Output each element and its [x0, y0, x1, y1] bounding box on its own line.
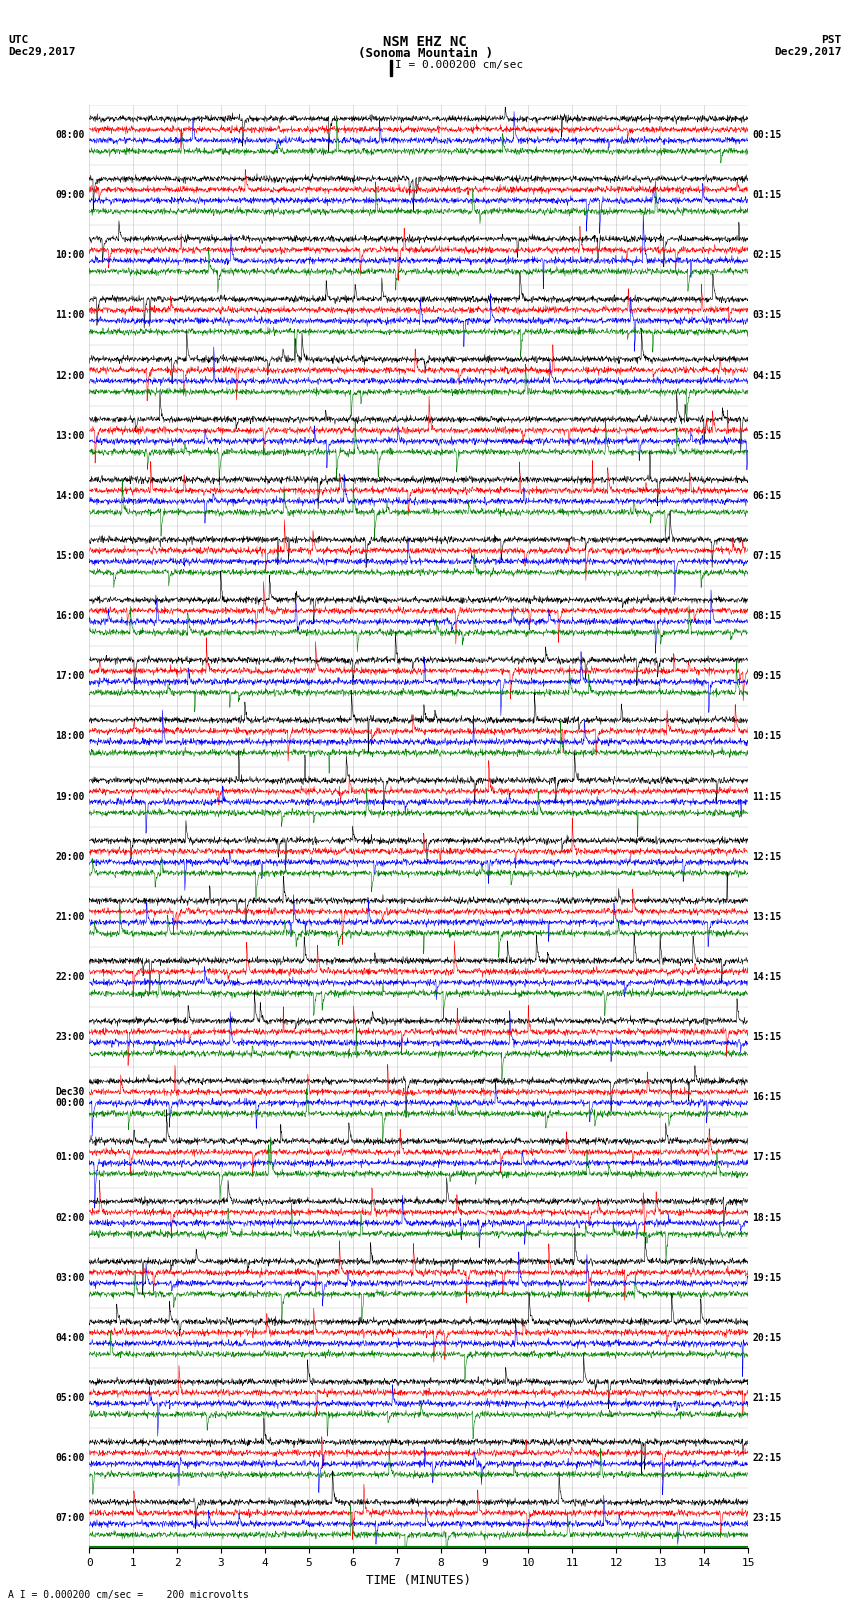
Text: UTC: UTC — [8, 35, 29, 45]
Text: 18:15: 18:15 — [752, 1213, 782, 1223]
Text: I = 0.000200 cm/sec: I = 0.000200 cm/sec — [395, 60, 524, 69]
Text: 09:00: 09:00 — [55, 190, 85, 200]
Text: Dec30
00:00: Dec30 00:00 — [55, 1087, 85, 1108]
Text: A I = 0.000200 cm/sec =    200 microvolts: A I = 0.000200 cm/sec = 200 microvolts — [8, 1590, 249, 1600]
Text: 21:00: 21:00 — [55, 911, 85, 923]
Text: 11:15: 11:15 — [752, 792, 782, 802]
Text: 12:00: 12:00 — [55, 371, 85, 381]
Text: 22:15: 22:15 — [752, 1453, 782, 1463]
Text: 08:15: 08:15 — [752, 611, 782, 621]
Text: 01:00: 01:00 — [55, 1153, 85, 1163]
Text: 04:15: 04:15 — [752, 371, 782, 381]
Text: (Sonoma Mountain ): (Sonoma Mountain ) — [358, 47, 492, 60]
X-axis label: TIME (MINUTES): TIME (MINUTES) — [366, 1574, 471, 1587]
Text: Dec29,2017: Dec29,2017 — [8, 47, 76, 56]
Text: 19:00: 19:00 — [55, 792, 85, 802]
Text: 00:15: 00:15 — [752, 131, 782, 140]
Text: Dec29,2017: Dec29,2017 — [774, 47, 842, 56]
Text: 09:15: 09:15 — [752, 671, 782, 681]
Text: 13:00: 13:00 — [55, 431, 85, 440]
Text: 21:15: 21:15 — [752, 1394, 782, 1403]
Text: 15:15: 15:15 — [752, 1032, 782, 1042]
Text: 10:00: 10:00 — [55, 250, 85, 260]
Text: 06:15: 06:15 — [752, 490, 782, 500]
Text: 16:00: 16:00 — [55, 611, 85, 621]
Text: 10:15: 10:15 — [752, 731, 782, 742]
Text: 11:00: 11:00 — [55, 310, 85, 321]
Text: 19:15: 19:15 — [752, 1273, 782, 1282]
Text: 23:15: 23:15 — [752, 1513, 782, 1523]
Text: 05:00: 05:00 — [55, 1394, 85, 1403]
Text: 17:00: 17:00 — [55, 671, 85, 681]
Text: 22:00: 22:00 — [55, 973, 85, 982]
Text: 04:00: 04:00 — [55, 1332, 85, 1344]
Text: 02:15: 02:15 — [752, 250, 782, 260]
Text: PST: PST — [821, 35, 842, 45]
Text: 15:00: 15:00 — [55, 552, 85, 561]
Text: 07:00: 07:00 — [55, 1513, 85, 1523]
Text: 13:15: 13:15 — [752, 911, 782, 923]
Text: 07:15: 07:15 — [752, 552, 782, 561]
Text: 06:00: 06:00 — [55, 1453, 85, 1463]
Text: 08:00: 08:00 — [55, 131, 85, 140]
Text: 05:15: 05:15 — [752, 431, 782, 440]
Text: 03:00: 03:00 — [55, 1273, 85, 1282]
Text: 03:15: 03:15 — [752, 310, 782, 321]
Text: 14:15: 14:15 — [752, 973, 782, 982]
Text: NSM EHZ NC: NSM EHZ NC — [383, 35, 467, 50]
Text: 14:00: 14:00 — [55, 490, 85, 500]
Text: 16:15: 16:15 — [752, 1092, 782, 1102]
Text: 12:15: 12:15 — [752, 852, 782, 861]
Text: 20:00: 20:00 — [55, 852, 85, 861]
Text: 02:00: 02:00 — [55, 1213, 85, 1223]
Text: 17:15: 17:15 — [752, 1153, 782, 1163]
Text: 20:15: 20:15 — [752, 1332, 782, 1344]
Text: 23:00: 23:00 — [55, 1032, 85, 1042]
Text: 18:00: 18:00 — [55, 731, 85, 742]
Text: 01:15: 01:15 — [752, 190, 782, 200]
